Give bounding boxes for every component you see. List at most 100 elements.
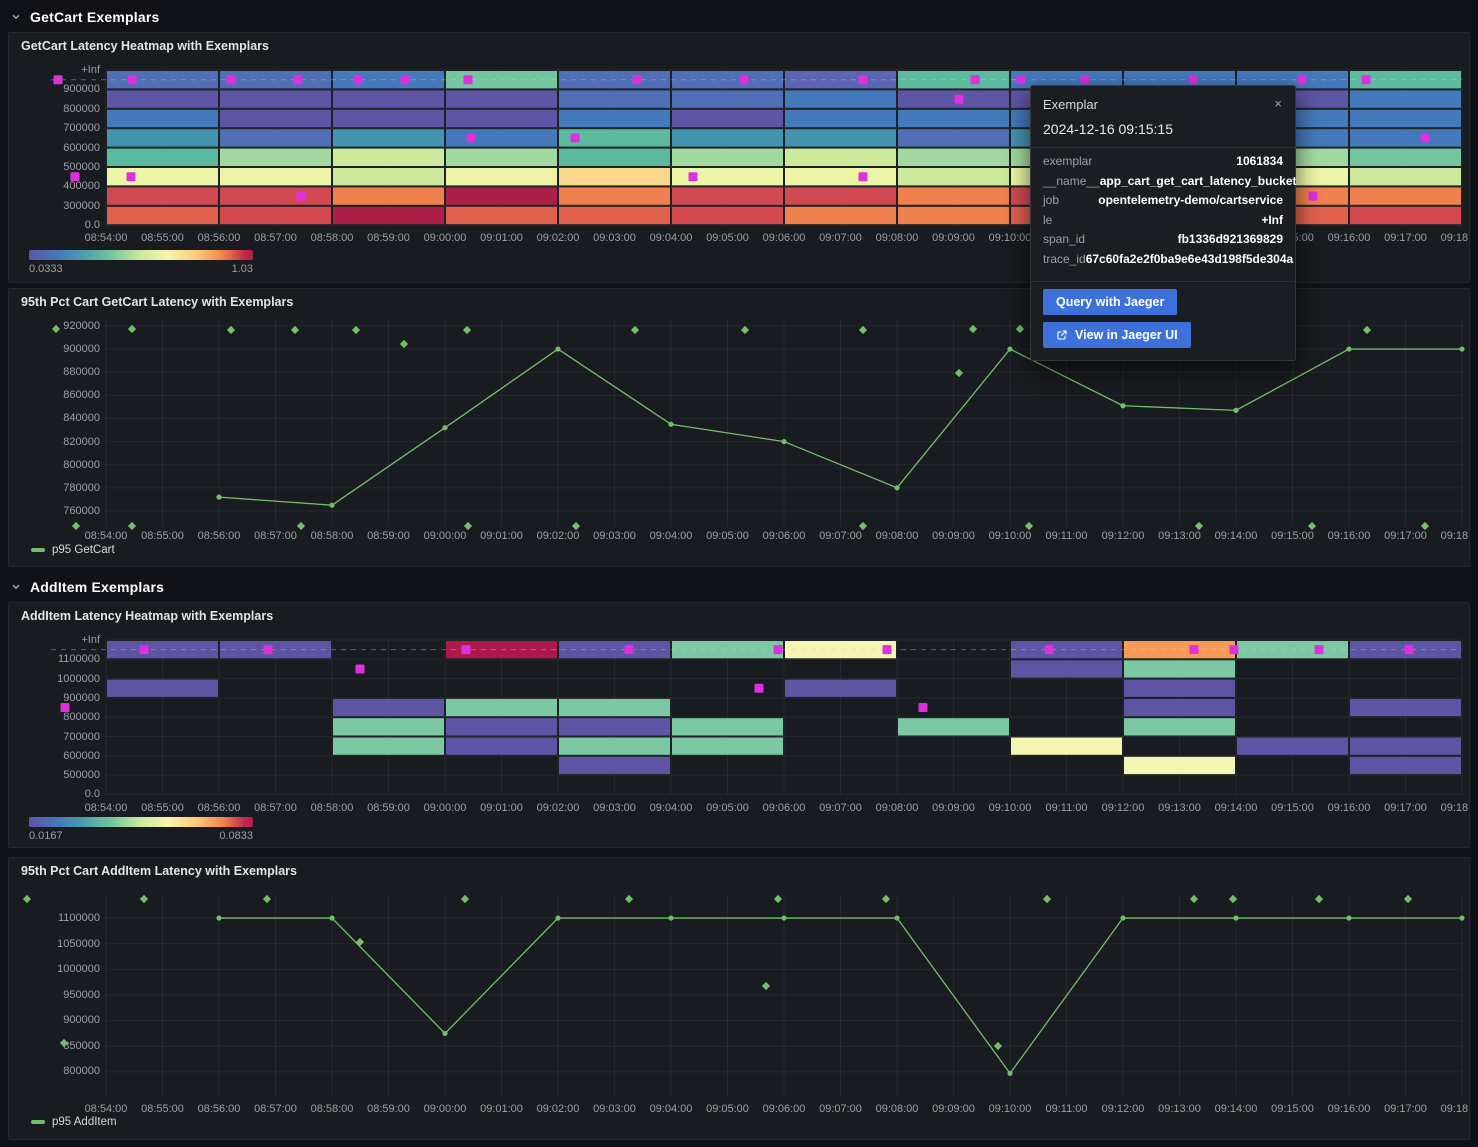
exemplar-diamond[interactable] <box>954 368 964 378</box>
exemplar-diamond[interactable] <box>463 521 473 531</box>
exemplar-marker[interactable] <box>353 75 363 85</box>
exemplar-marker[interactable] <box>127 75 137 85</box>
exemplar-marker[interactable] <box>126 172 136 182</box>
exemplar-marker[interactable] <box>882 645 892 655</box>
exemplar-marker[interactable] <box>1420 133 1430 143</box>
exemplar-diamond[interactable] <box>399 339 409 349</box>
exemplar-marker[interactable] <box>570 133 580 143</box>
exemplar-marker[interactable] <box>461 645 471 655</box>
exemplar-marker[interactable] <box>1314 645 1324 655</box>
legend-p95-getcart[interactable]: p95 GetCart <box>31 544 115 556</box>
data-point[interactable] <box>1233 407 1239 413</box>
data-point[interactable] <box>329 502 335 508</box>
exemplar-diamond[interactable] <box>1042 894 1052 904</box>
exemplar-diamond[interactable] <box>1314 894 1324 904</box>
exemplar-marker[interactable] <box>355 664 365 674</box>
panel-title[interactable]: 95th Pct Cart GetCart Latency with Exemp… <box>21 295 294 309</box>
exemplar-marker[interactable] <box>858 75 868 85</box>
data-point[interactable] <box>1346 346 1352 352</box>
data-point[interactable] <box>668 421 674 427</box>
data-point[interactable] <box>781 438 787 445</box>
exemplar-marker[interactable] <box>226 75 236 85</box>
exemplar-diamond[interactable] <box>1015 324 1025 334</box>
exemplar-marker[interactable] <box>1189 645 1199 655</box>
exemplar-diamond[interactable] <box>630 325 640 335</box>
exemplar-marker[interactable] <box>632 75 642 85</box>
exemplar-diamond[interactable] <box>71 521 81 531</box>
exemplar-marker[interactable] <box>1404 645 1414 655</box>
exemplar-diamond[interactable] <box>51 324 61 334</box>
exemplar-diamond[interactable] <box>462 325 472 335</box>
exemplar-diamond[interactable] <box>1189 894 1199 904</box>
data-point[interactable] <box>442 1030 448 1037</box>
exemplar-diamond[interactable] <box>127 324 137 334</box>
data-point[interactable] <box>894 915 900 921</box>
data-point[interactable] <box>555 915 561 921</box>
data-point[interactable] <box>1120 403 1126 409</box>
section-header-getcart[interactable]: GetCart Exemplars <box>10 7 159 27</box>
exemplar-marker[interactable] <box>954 94 964 104</box>
data-point[interactable] <box>216 494 222 500</box>
exemplar-diamond[interactable] <box>858 521 868 531</box>
exemplar-marker[interactable] <box>970 75 980 85</box>
exemplar-diamond[interactable] <box>858 325 868 335</box>
panel-title[interactable]: AddItem Latency Heatmap with Exemplars <box>21 609 274 623</box>
exemplar-marker[interactable] <box>773 645 783 655</box>
exemplar-diamond[interactable] <box>773 894 783 904</box>
exemplar-marker[interactable] <box>624 645 634 655</box>
data-point[interactable] <box>1120 915 1126 921</box>
exemplar-marker[interactable] <box>53 75 63 85</box>
data-point[interactable] <box>894 485 900 491</box>
panel-title[interactable]: GetCart Latency Heatmap with Exemplars <box>21 39 269 53</box>
exemplar-marker[interactable] <box>463 75 473 85</box>
exemplar-diamond[interactable] <box>740 325 750 335</box>
data-point[interactable] <box>781 915 787 921</box>
exemplar-diamond[interactable] <box>226 325 236 335</box>
data-point[interactable] <box>1459 915 1465 921</box>
view-in-jaeger-ui-button[interactable]: View in Jaeger UI <box>1043 322 1191 348</box>
exemplar-diamond[interactable] <box>127 521 137 531</box>
panel-title[interactable]: 95th Pct Cart AddItem Latency with Exemp… <box>21 864 298 878</box>
legend-p95-additem[interactable]: p95 AddItem <box>31 1116 117 1128</box>
exemplar-marker[interactable] <box>263 645 273 655</box>
data-point[interactable] <box>1459 346 1465 352</box>
exemplar-diamond[interactable] <box>761 981 771 991</box>
data-point[interactable] <box>555 346 561 352</box>
data-point[interactable] <box>1346 915 1352 921</box>
data-point[interactable] <box>442 425 448 431</box>
exemplar-marker[interactable] <box>1361 75 1371 85</box>
exemplar-diamond[interactable] <box>881 894 891 904</box>
exemplar-diamond[interactable] <box>993 1041 1003 1051</box>
exemplar-marker[interactable] <box>1044 645 1054 655</box>
exemplar-marker[interactable] <box>400 75 410 85</box>
exemplar-marker[interactable] <box>139 645 149 655</box>
exemplar-marker[interactable] <box>60 703 70 713</box>
exemplar-marker[interactable] <box>1080 75 1090 85</box>
exemplar-marker[interactable] <box>688 172 698 182</box>
data-point[interactable] <box>1007 346 1013 352</box>
exemplar-marker[interactable] <box>1308 191 1318 201</box>
exemplar-diamond[interactable] <box>1362 325 1372 335</box>
exemplar-marker[interactable] <box>918 703 928 713</box>
exemplar-marker[interactable] <box>1016 75 1026 85</box>
query-with-jaeger-button[interactable]: Query with Jaeger <box>1043 289 1178 315</box>
data-point[interactable] <box>329 915 335 921</box>
exemplar-diamond[interactable] <box>290 325 300 335</box>
exemplar-marker[interactable] <box>296 191 306 201</box>
data-point[interactable] <box>216 915 222 921</box>
exemplar-diamond[interactable] <box>139 894 149 904</box>
exemplar-marker[interactable] <box>293 75 303 85</box>
exemplar-diamond[interactable] <box>351 325 361 335</box>
exemplar-marker[interactable] <box>1297 75 1307 85</box>
data-point[interactable] <box>668 915 674 921</box>
exemplar-marker[interactable] <box>739 75 749 85</box>
exemplar-diamond[interactable] <box>355 937 365 947</box>
exemplar-marker[interactable] <box>1229 645 1239 655</box>
exemplar-diamond[interactable] <box>571 521 581 531</box>
data-point[interactable] <box>1233 915 1239 921</box>
exemplar-diamond[interactable] <box>262 894 272 904</box>
exemplar-marker[interactable] <box>1188 75 1198 85</box>
close-icon[interactable]: × <box>1274 96 1282 111</box>
exemplar-diamond[interactable] <box>968 324 978 334</box>
exemplar-diamond[interactable] <box>460 894 470 904</box>
